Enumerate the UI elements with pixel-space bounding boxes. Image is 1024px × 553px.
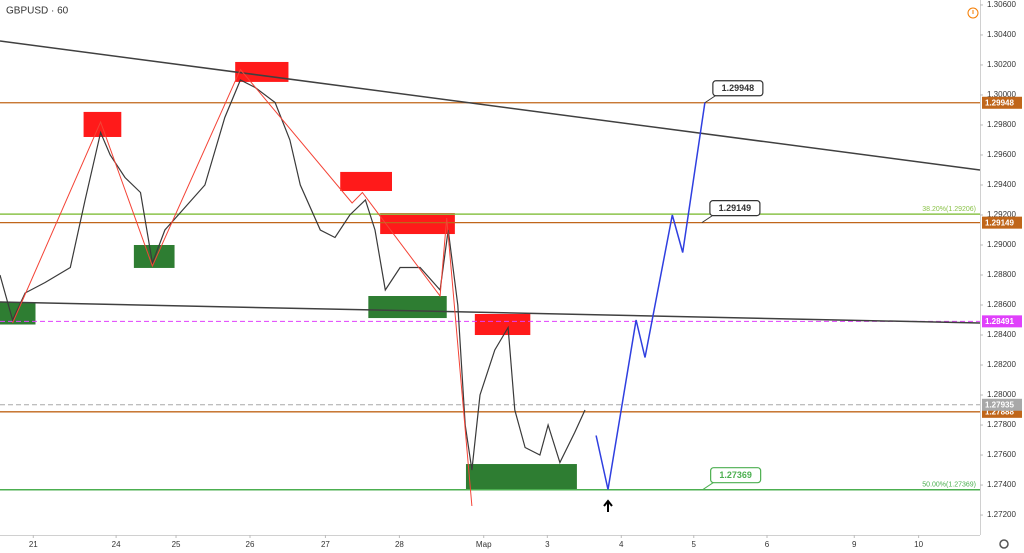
y-tick-label: 1.27400 [987, 480, 1016, 489]
x-tick-label: 9 [852, 540, 857, 549]
price-badge [982, 315, 1022, 328]
y-tick-label: 1.27200 [987, 510, 1016, 519]
settings-icon[interactable] [999, 539, 1009, 549]
x-tick-label: 4 [619, 540, 624, 549]
trendline [0, 40, 981, 171]
zone [133, 244, 175, 268]
x-tick-label: 26 [246, 540, 255, 549]
x-tick-label: 6 [765, 540, 770, 549]
zone [465, 464, 577, 490]
zone [368, 296, 447, 319]
y-tick-label: 1.29200 [987, 210, 1016, 219]
y-tick-label: 1.30600 [987, 0, 1016, 9]
price-badge-label: 1.27888 [985, 407, 1014, 416]
price-badge [982, 216, 1022, 229]
trendline [0, 301, 981, 324]
callout-label: 1.29948 [722, 83, 755, 93]
y-tick-label: 1.29400 [987, 180, 1016, 189]
x-tick-label: 25 [172, 540, 181, 549]
fib-label: 50.00%(1.27369) [922, 482, 976, 489]
price-badge-label: 1.29149 [985, 218, 1014, 227]
y-tick-label: 1.28600 [987, 300, 1016, 309]
zone [474, 314, 531, 336]
x-tick-label: 27 [321, 540, 330, 549]
zone [340, 171, 392, 191]
x-tick-label: 10 [914, 540, 923, 549]
x-tick-label: 21 [29, 540, 38, 549]
y-tick-label: 1.30000 [987, 90, 1016, 99]
x-tick-label: 24 [112, 540, 121, 549]
x-tick-label: 5 [692, 540, 697, 549]
callout-box [709, 200, 761, 217]
callout-label: 1.29149 [719, 203, 752, 213]
x-tick-label: Мар [476, 540, 492, 549]
y-tick-label: 1.28200 [987, 360, 1016, 369]
price-badge [982, 398, 1022, 411]
zone [380, 213, 455, 235]
zigzag-line [12, 68, 473, 507]
plot-area: 38.20%(1.29206) 50.00%(1.27369) 1.29948 1.2… [0, 40, 981, 507]
zone [83, 111, 122, 137]
up-arrow [603, 499, 613, 512]
y-tick-label: 1.28400 [987, 330, 1016, 339]
chart-title: GBPUSD · 60 [6, 6, 69, 17]
projection-line [595, 102, 706, 490]
warning-icon[interactable] [967, 7, 979, 19]
y-tick-label: 1.29800 [987, 120, 1016, 129]
y-tick-label: 1.27600 [987, 450, 1016, 459]
y-tick-label: 1.28000 [987, 390, 1016, 399]
y-tick-label: 1.29000 [987, 240, 1016, 249]
callout-label: 1.27369 [719, 470, 752, 480]
callout-box [712, 80, 764, 97]
x-tick-label: 3 [545, 540, 550, 549]
y-tick-label: 1.29600 [987, 150, 1016, 159]
price-badge-label: 1.28491 [985, 317, 1014, 326]
zone [235, 61, 289, 82]
y-tick-label: 1.30200 [987, 60, 1016, 69]
price-badge [982, 96, 1022, 109]
y-tick-label: 1.30400 [987, 30, 1016, 39]
y-tick-label: 1.28800 [987, 270, 1016, 279]
price-badge-label: 1.29948 [985, 98, 1014, 107]
fib-label: 38.20%(1.29206) [922, 206, 976, 213]
y-tick-label: 1.27800 [987, 420, 1016, 429]
price-badge-label: 1.27935 [985, 400, 1014, 409]
price-line [0, 79, 586, 471]
x-tick-label: 28 [395, 540, 404, 549]
callout-box [710, 467, 762, 484]
